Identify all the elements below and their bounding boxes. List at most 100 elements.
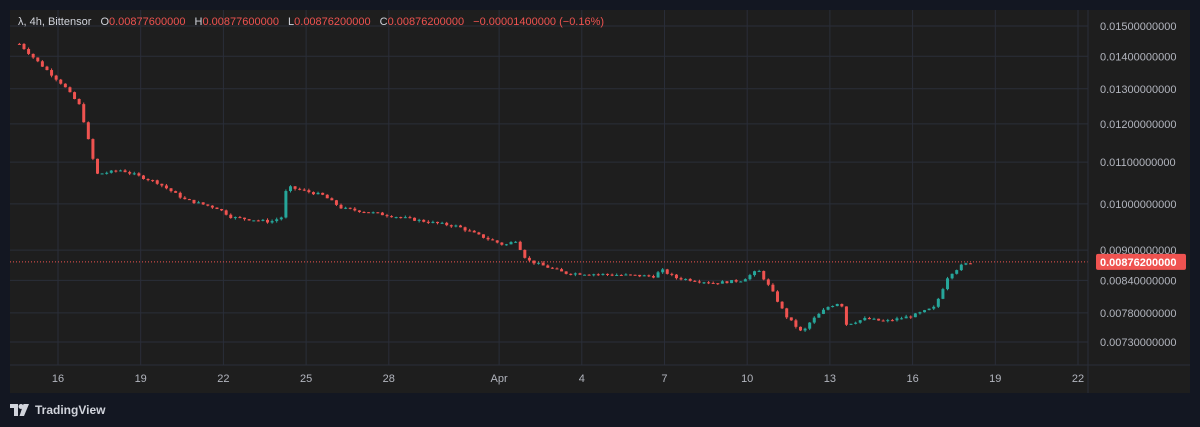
time-axis-label: 4 xyxy=(579,373,585,385)
candle-body xyxy=(757,271,761,273)
candle-body xyxy=(413,217,417,221)
candle-body xyxy=(307,190,311,193)
candle-body xyxy=(688,278,692,281)
candle-body xyxy=(344,207,348,209)
candle-body xyxy=(766,279,770,285)
time-axis-label: 25 xyxy=(300,373,312,385)
candle-body xyxy=(362,211,366,213)
tradingview-footer[interactable]: TradingView xyxy=(10,401,105,419)
candle-body xyxy=(927,308,931,311)
price-axis-label: 0.01200000000 xyxy=(1100,119,1176,131)
candle-body xyxy=(50,70,54,76)
candle-body xyxy=(45,66,49,71)
candle-body xyxy=(431,221,435,223)
candle-body xyxy=(900,318,904,320)
candle-body xyxy=(863,317,867,321)
candle-body xyxy=(298,188,302,190)
open-key: O xyxy=(100,16,109,28)
candle-body xyxy=(302,189,306,191)
candle-body xyxy=(840,303,844,307)
last-price-tag-background xyxy=(1096,253,1186,270)
candle-body xyxy=(596,274,600,276)
candle-body xyxy=(858,320,862,323)
candle-body xyxy=(311,192,315,195)
candle-body xyxy=(367,212,371,214)
last-price-tag: 0.00876200000 xyxy=(1096,253,1186,270)
candle-body xyxy=(445,222,449,226)
candle-body xyxy=(109,170,113,173)
candle-body xyxy=(220,209,224,211)
time-axis-label: 7 xyxy=(661,373,667,385)
candle-body xyxy=(270,221,274,223)
candle-body xyxy=(321,192,325,195)
candle-body xyxy=(118,170,122,172)
price-axis-label: 0.01000000000 xyxy=(1100,199,1176,211)
candle-body xyxy=(132,173,136,175)
candle-body xyxy=(192,199,196,204)
candle-body xyxy=(647,275,651,277)
candle-body xyxy=(941,289,945,299)
candle-body xyxy=(215,207,219,210)
candle-body xyxy=(789,317,793,321)
candle-body xyxy=(821,309,825,314)
candle-body xyxy=(725,281,729,284)
close-value: 0.00876200000 xyxy=(387,16,465,28)
candle-body xyxy=(334,200,338,205)
candle-body xyxy=(541,262,545,266)
price-axis-label: 0.00780000000 xyxy=(1100,308,1176,320)
candle-body xyxy=(968,263,972,265)
candle-body xyxy=(651,276,655,278)
candle-body xyxy=(261,219,265,221)
candle-body xyxy=(550,267,554,269)
symbol-title: λ, 4h, Bittensor xyxy=(18,16,92,28)
candle-body xyxy=(123,170,127,173)
candle-body xyxy=(955,270,959,274)
candle-body xyxy=(895,318,899,321)
candle-body xyxy=(794,320,798,327)
time-axis-label: 16 xyxy=(906,373,918,385)
candle-body xyxy=(808,322,812,329)
candle-body xyxy=(619,274,623,276)
candle-body xyxy=(137,173,141,176)
candle-body xyxy=(716,283,720,285)
candle-body xyxy=(923,310,927,313)
price-axis[interactable]: 0.01500000000 0.01400000000 0.01300000000 0… xyxy=(1100,21,1176,349)
candle-body xyxy=(91,139,95,159)
candle-body xyxy=(82,104,86,123)
candlestick-chart[interactable]: 0.01500000000 0.01400000000 0.01300000000 0… xyxy=(10,10,1190,393)
chart-frame[interactable]: 0.01500000000 0.01400000000 0.01300000000 0… xyxy=(10,10,1190,393)
candle-body xyxy=(615,274,619,276)
candle-body xyxy=(160,183,164,186)
candle-body xyxy=(734,280,738,282)
candle-body xyxy=(68,87,72,93)
candle-body xyxy=(330,198,334,201)
candle-body xyxy=(500,242,504,245)
candle-body xyxy=(877,318,881,321)
candle-body xyxy=(504,244,508,246)
price-axis-label: 0.01300000000 xyxy=(1100,84,1176,96)
open-value: 0.00877600000 xyxy=(109,16,186,28)
candle-body xyxy=(426,221,430,223)
candle-body xyxy=(399,217,403,219)
time-axis[interactable]: 16 19 22 25 28 Apr 4 7 10 13 16 19 22 xyxy=(52,373,1084,385)
candle-body xyxy=(573,273,577,275)
time-axis-label: 10 xyxy=(741,373,753,385)
time-axis-label: 22 xyxy=(217,373,229,385)
time-axis-label: 13 xyxy=(824,373,836,385)
candle-body xyxy=(913,313,917,318)
candle-body xyxy=(155,180,159,184)
candle-body xyxy=(36,57,40,62)
candle-body xyxy=(390,216,394,218)
time-axis-label: 28 xyxy=(383,373,395,385)
ohlc-legend: λ, 4h, Bittensor O0.00877600000 H0.00877… xyxy=(18,16,604,28)
candle-body xyxy=(628,274,632,276)
candle-body xyxy=(440,222,444,224)
candle-body xyxy=(890,320,894,322)
candle-body xyxy=(730,280,734,284)
candle-body xyxy=(776,291,780,302)
candle-body xyxy=(936,298,940,307)
candle-body xyxy=(54,75,58,80)
candle-body xyxy=(633,274,637,276)
candle-body xyxy=(201,202,205,205)
candle-body xyxy=(243,217,247,220)
